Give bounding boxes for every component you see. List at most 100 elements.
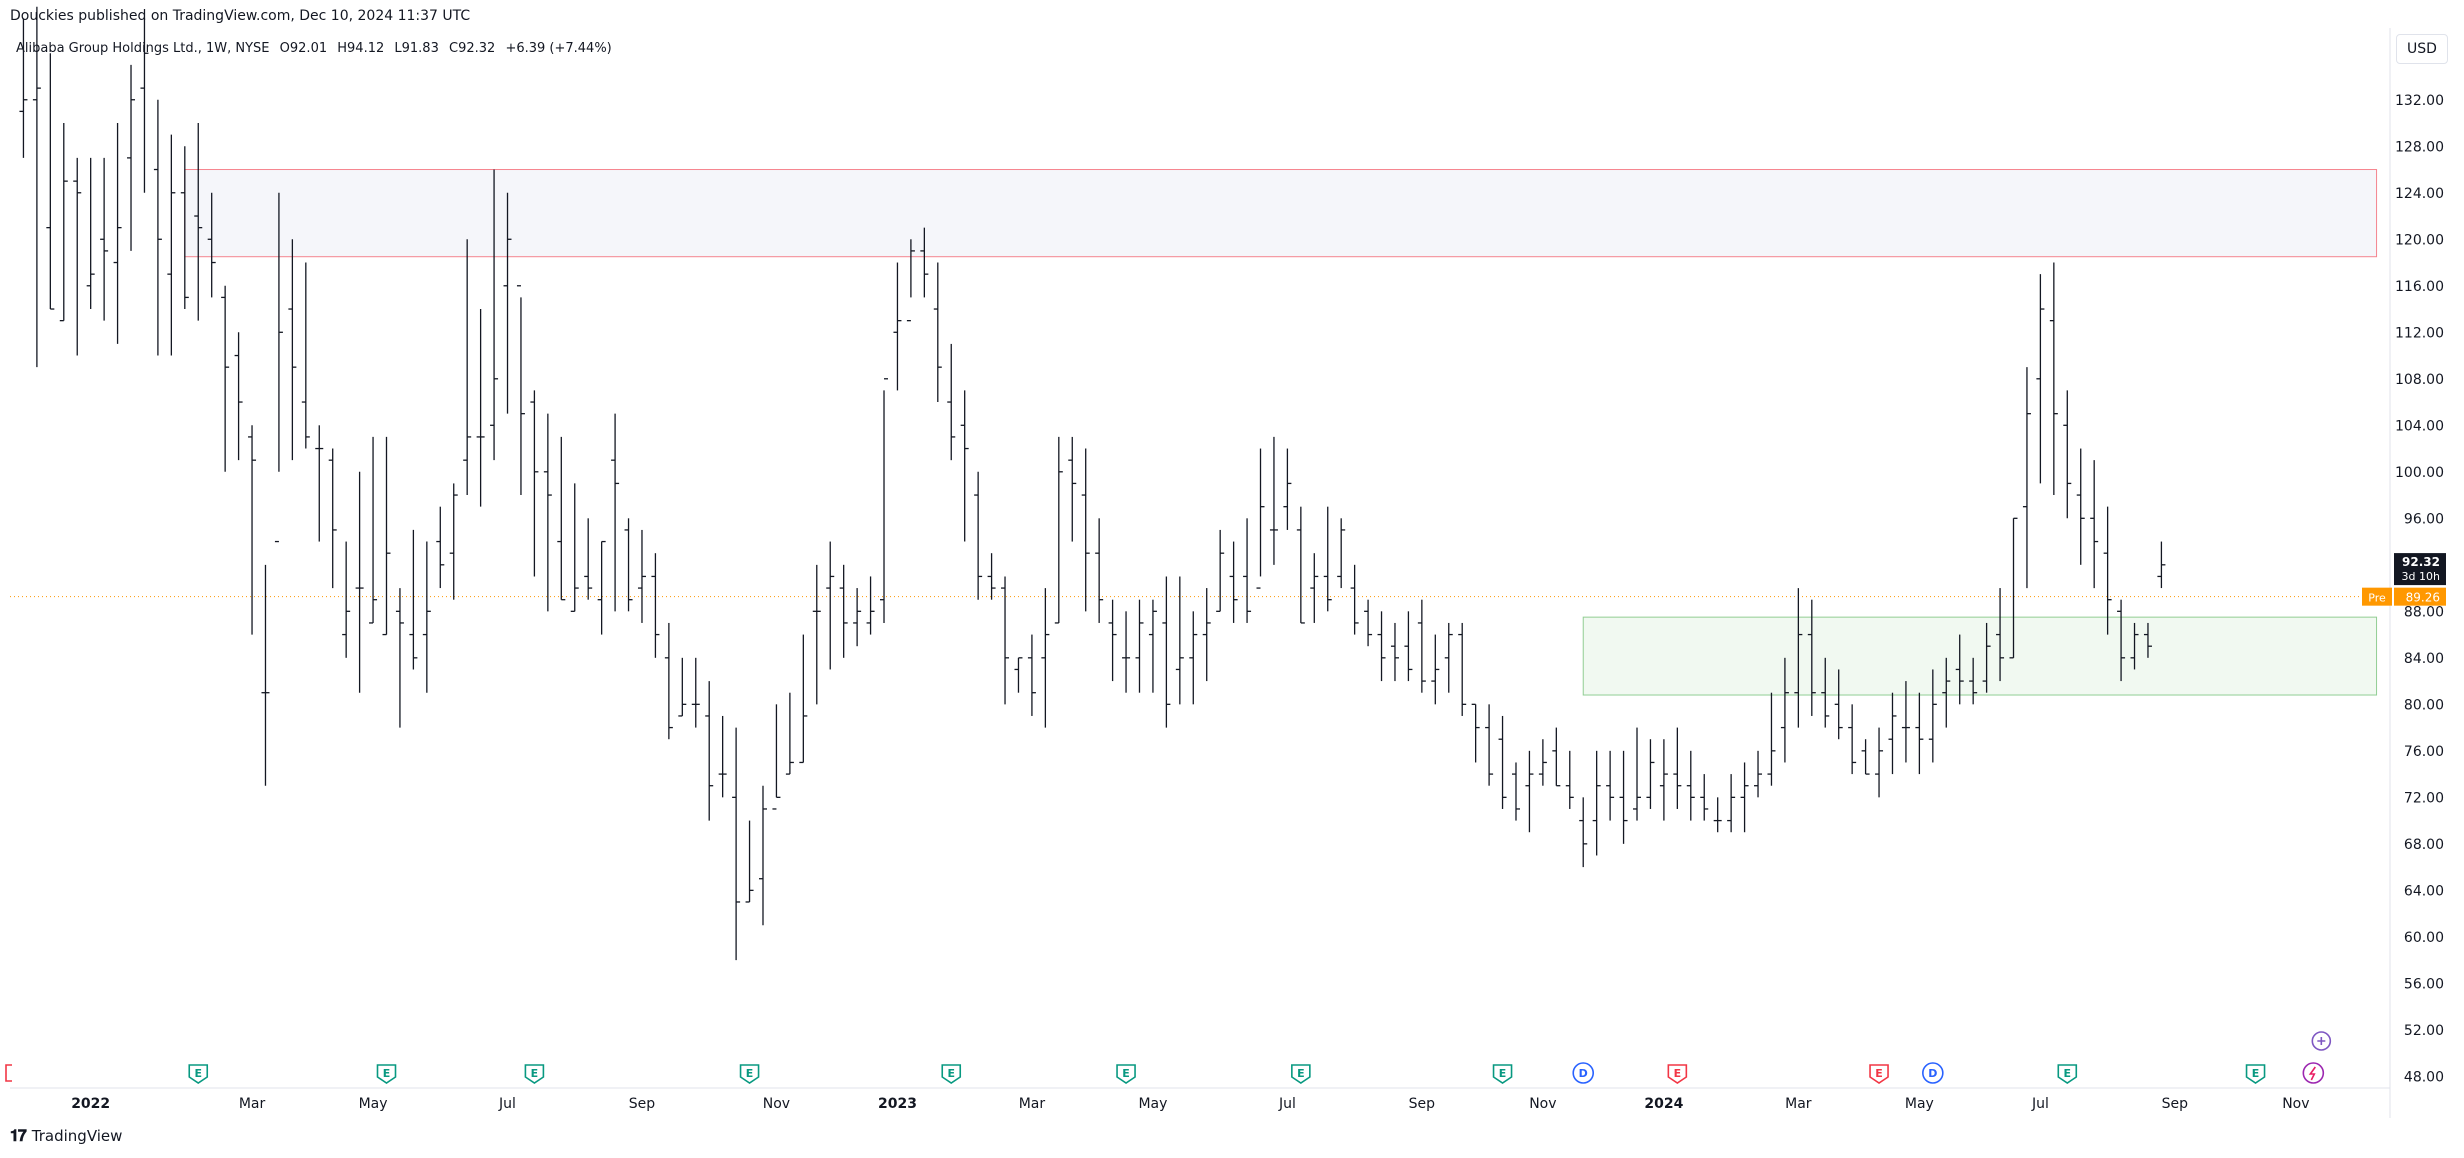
ohlc-bar bbox=[355, 471, 364, 693]
ohlc-bar bbox=[1659, 739, 1668, 821]
event-earnings-icon[interactable]: E bbox=[1291, 1064, 1311, 1084]
event-dividend-icon[interactable]: D bbox=[1572, 1062, 1595, 1084]
ohlc-bar bbox=[651, 553, 660, 658]
ohlc-bar bbox=[32, 6, 41, 368]
event-earnings-icon[interactable]: E bbox=[2057, 1064, 2078, 1084]
plot-area[interactable] bbox=[10, 28, 2390, 1088]
ohlc-bar bbox=[73, 157, 82, 356]
ohlc-bar bbox=[1996, 588, 2005, 682]
event-earnings-icon[interactable]: E bbox=[376, 1064, 397, 1084]
ohlc-bar bbox=[328, 448, 337, 589]
svg-text:E: E bbox=[1674, 1067, 1682, 1080]
ohlc-bar bbox=[1821, 657, 1830, 728]
ohlc-bar bbox=[46, 53, 55, 310]
event-dividend-icon[interactable]: D bbox=[1922, 1062, 1944, 1084]
time-tick-label: Nov bbox=[1529, 1096, 1556, 1112]
event-earnings-icon[interactable]: E bbox=[1492, 1064, 1513, 1084]
price-tick-label: 88.00 bbox=[2404, 604, 2444, 620]
price-tick-label: 80.00 bbox=[2404, 697, 2444, 713]
event-flash-icon[interactable] bbox=[2302, 1062, 2325, 1084]
ohlc-bar bbox=[597, 540, 606, 635]
ohlc-bar bbox=[1458, 622, 1467, 716]
time-tick-label: Sep bbox=[629, 1096, 656, 1112]
event-earnings_red-icon[interactable]: E bbox=[1667, 1064, 1688, 1084]
ohlc-bar bbox=[718, 715, 727, 798]
event-earnings-icon[interactable]: E bbox=[1116, 1064, 1136, 1084]
countdown-label: 3d 10h bbox=[2402, 570, 2440, 583]
ohlc-bar bbox=[785, 692, 794, 775]
time-tick-label: Jul bbox=[2031, 1096, 2049, 1112]
ohlc-bar bbox=[1175, 576, 1184, 705]
price-axis[interactable]: 132.00 128.00 124.00 120.00 116.00 112.00 108.… bbox=[2395, 93, 2444, 1086]
ohlc-bar bbox=[140, 18, 149, 193]
event-earnings-icon[interactable]: E bbox=[739, 1064, 760, 1084]
ohlc-bar bbox=[19, 18, 28, 158]
currency-button[interactable]: USD bbox=[2396, 34, 2448, 64]
symbol-legend[interactable]: Alibaba Group Holdings Ltd., 1W, NYSE O9… bbox=[16, 41, 612, 56]
event-earnings-icon[interactable]: E bbox=[188, 1064, 209, 1084]
ohlc-bar bbox=[2143, 622, 2152, 658]
price-tick-label: 128.00 bbox=[2395, 139, 2444, 155]
ohlc-bar bbox=[1807, 599, 1816, 716]
ohlc-bar bbox=[1592, 750, 1601, 856]
time-axis[interactable]: 2022 Mar May Jul Sep Nov 2023 Mar May Jul Sep Nov 20… bbox=[71, 1096, 2309, 1112]
price-tick-label: 68.00 bbox=[2404, 837, 2444, 853]
ohlc-bar bbox=[920, 227, 929, 298]
zones-layer bbox=[184, 169, 2378, 696]
ohlc-bar bbox=[315, 425, 324, 542]
ohlc-bar bbox=[1780, 657, 1789, 763]
ohlc-bar bbox=[1485, 704, 1494, 786]
ohlc-bar bbox=[1915, 692, 1924, 775]
ohlc-bar bbox=[1713, 797, 1722, 833]
price-tick-label: 132.00 bbox=[2395, 93, 2444, 109]
ohlc-bar bbox=[1108, 599, 1117, 682]
ohlc-bar bbox=[1229, 541, 1238, 623]
ohlc-bar bbox=[1081, 448, 1090, 612]
ohlc-bar bbox=[1417, 599, 1426, 693]
ohlc-bar bbox=[2063, 390, 2072, 519]
svg-text:E: E bbox=[1297, 1067, 1305, 1080]
event-earnings_red-icon[interactable]: E bbox=[1869, 1064, 1889, 1084]
resistance-zone[interactable] bbox=[184, 169, 2378, 258]
ohlc-bar bbox=[1054, 436, 1063, 624]
ohlc-bar bbox=[301, 262, 310, 449]
event-split-icon[interactable] bbox=[5, 1064, 12, 1082]
ohlc-bar bbox=[382, 436, 391, 636]
price-tick-label: 116.00 bbox=[2395, 279, 2444, 295]
ohlc-bar bbox=[2117, 599, 2126, 682]
ohlc-bar bbox=[1767, 692, 1776, 786]
price-tick-label: 120.00 bbox=[2395, 232, 2444, 248]
currency-label: USD bbox=[2407, 41, 2437, 57]
ohlc-bar bbox=[2022, 367, 2031, 589]
ohlc-bar bbox=[893, 262, 902, 391]
time-tick-label: Nov bbox=[2282, 1096, 2309, 1112]
ohlc-bar bbox=[1794, 588, 1803, 728]
event-earnings-icon[interactable]: E bbox=[941, 1064, 962, 1084]
ohlc-bar bbox=[1928, 669, 1937, 763]
ohlc-bar bbox=[234, 332, 243, 461]
ohlc-bar bbox=[947, 343, 956, 461]
ohlc-bar bbox=[1431, 634, 1440, 705]
ohlc-bar bbox=[1216, 529, 1225, 612]
support-zone[interactable] bbox=[1582, 616, 2378, 696]
event-earnings-icon[interactable]: E bbox=[524, 1064, 545, 1084]
ohlc-bar bbox=[1350, 564, 1359, 635]
ohlc-bar bbox=[839, 564, 848, 658]
ohlc-bar bbox=[1579, 797, 1588, 868]
tradingview-logo[interactable]: 𝟏𝟕 TradingView bbox=[10, 1126, 122, 1146]
price-tick-label: 104.00 bbox=[2395, 418, 2444, 434]
event-earnings-icon[interactable]: E bbox=[2245, 1064, 2266, 1084]
ohlc-bar bbox=[1471, 703, 1480, 763]
ohlc-bar bbox=[584, 518, 593, 600]
ohlc-bar bbox=[1162, 576, 1171, 728]
ohlc-bar bbox=[866, 576, 875, 635]
ohlc-bar bbox=[449, 483, 458, 600]
ohlc-bar bbox=[395, 588, 404, 728]
time-tick-label: Sep bbox=[2162, 1096, 2189, 1112]
price-tick-label: 84.00 bbox=[2404, 651, 2444, 667]
svg-text:E: E bbox=[2252, 1067, 2260, 1080]
ohlc-bar bbox=[530, 390, 539, 577]
